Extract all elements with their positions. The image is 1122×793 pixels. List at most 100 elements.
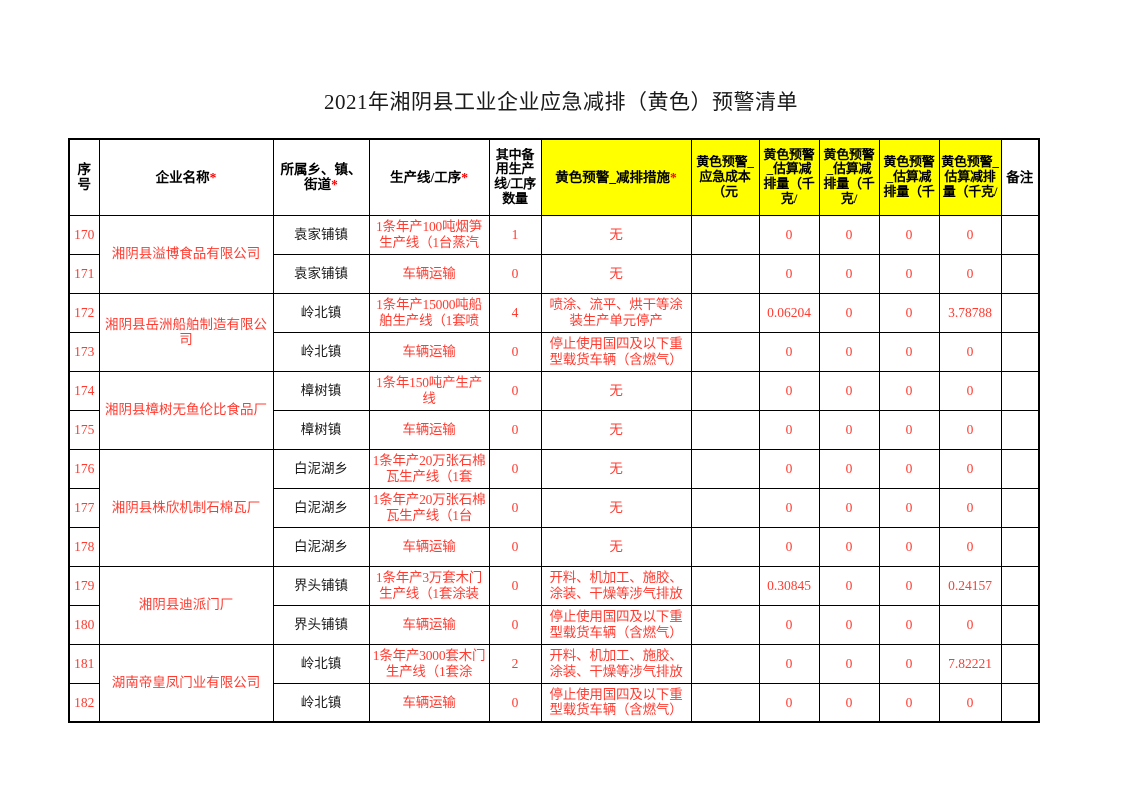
cell-remark[interactable] — [1000, 448, 1040, 489]
column-header-remark[interactable]: 备注 — [1000, 138, 1040, 216]
cell-town[interactable]: 樟树镇 — [272, 370, 370, 411]
cell-remark[interactable] — [1000, 253, 1040, 294]
column-header-town[interactable]: 所属乡、镇、街道* — [272, 138, 370, 216]
cell-reduction-measure[interactable]: 无 — [540, 526, 692, 567]
cell-emergency-cost[interactable] — [690, 253, 760, 294]
column-header-name[interactable]: 企业名称* — [98, 138, 274, 216]
cell-company-name[interactable]: 湖南帝皇凤门业有限公司 — [98, 643, 274, 723]
cell-emergency-cost[interactable] — [690, 565, 760, 606]
cell-company-name[interactable]: 湘阴县株欣机制石棉瓦厂 — [98, 448, 274, 567]
cell-estimated-reduction-4[interactable]: 3.78788 — [938, 292, 1002, 333]
cell-estimated-reduction-2[interactable]: 0 — [818, 370, 880, 411]
cell-remark[interactable] — [1000, 292, 1040, 333]
cell-reduction-measure[interactable]: 无 — [540, 370, 692, 411]
cell-remark[interactable] — [1000, 214, 1040, 255]
cell-town[interactable]: 岭北镇 — [272, 292, 370, 333]
cell-sequence-number[interactable]: 176 — [68, 448, 100, 489]
cell-emergency-cost[interactable] — [690, 370, 760, 411]
cell-estimated-reduction-1[interactable]: 0 — [758, 643, 820, 684]
cell-estimated-reduction-3[interactable]: 0 — [878, 253, 940, 294]
cell-estimated-reduction-1[interactable]: 0 — [758, 526, 820, 567]
cell-production-line[interactable]: 1条年产20万张石棉瓦生产线（1套 — [368, 448, 490, 489]
cell-backup-line-qty[interactable]: 2 — [488, 643, 542, 684]
cell-production-line[interactable]: 车辆运输 — [368, 604, 490, 645]
column-header-red1[interactable]: 黄色预警_估算减排量（千克/ — [758, 138, 820, 216]
cell-reduction-measure[interactable]: 无 — [540, 253, 692, 294]
cell-sequence-number[interactable]: 174 — [68, 370, 100, 411]
cell-town[interactable]: 界头铺镇 — [272, 604, 370, 645]
cell-production-line[interactable]: 车辆运输 — [368, 526, 490, 567]
cell-emergency-cost[interactable] — [690, 487, 760, 528]
cell-estimated-reduction-2[interactable]: 0 — [818, 643, 880, 684]
cell-backup-line-qty[interactable]: 0 — [488, 253, 542, 294]
cell-sequence-number[interactable]: 173 — [68, 331, 100, 372]
cell-emergency-cost[interactable] — [690, 604, 760, 645]
cell-estimated-reduction-1[interactable]: 0 — [758, 448, 820, 489]
cell-remark[interactable] — [1000, 409, 1040, 450]
cell-estimated-reduction-2[interactable]: 0 — [818, 253, 880, 294]
cell-backup-line-qty[interactable]: 1 — [488, 214, 542, 255]
cell-town[interactable]: 岭北镇 — [272, 643, 370, 684]
cell-emergency-cost[interactable] — [690, 682, 760, 723]
cell-town[interactable]: 袁家铺镇 — [272, 214, 370, 255]
cell-estimated-reduction-2[interactable]: 0 — [818, 214, 880, 255]
cell-reduction-measure[interactable]: 无 — [540, 487, 692, 528]
cell-estimated-reduction-4[interactable]: 0 — [938, 253, 1002, 294]
cell-production-line[interactable]: 1条年产15000吨船舶生产线（1套喷 — [368, 292, 490, 333]
cell-estimated-reduction-2[interactable]: 0 — [818, 409, 880, 450]
cell-production-line[interactable]: 车辆运输 — [368, 682, 490, 723]
cell-reduction-measure[interactable]: 无 — [540, 409, 692, 450]
cell-estimated-reduction-3[interactable]: 0 — [878, 604, 940, 645]
column-header-red3[interactable]: 黄色预警_估算减排量（千 — [878, 138, 940, 216]
cell-reduction-measure[interactable]: 开料、机加工、施胶、涂装、干燥等涉气排放 — [540, 565, 692, 606]
cell-estimated-reduction-2[interactable]: 0 — [818, 604, 880, 645]
cell-sequence-number[interactable]: 170 — [68, 214, 100, 255]
cell-estimated-reduction-2[interactable]: 0 — [818, 565, 880, 606]
cell-emergency-cost[interactable] — [690, 409, 760, 450]
cell-backup-line-qty[interactable]: 0 — [488, 565, 542, 606]
cell-reduction-measure[interactable]: 开料、机加工、施胶、涂装、干燥等涉气排放 — [540, 643, 692, 684]
cell-sequence-number[interactable]: 180 — [68, 604, 100, 645]
cell-emergency-cost[interactable] — [690, 214, 760, 255]
cell-estimated-reduction-1[interactable]: 0 — [758, 331, 820, 372]
cell-estimated-reduction-3[interactable]: 0 — [878, 370, 940, 411]
cell-emergency-cost[interactable] — [690, 331, 760, 372]
cell-estimated-reduction-1[interactable]: 0 — [758, 370, 820, 411]
cell-town[interactable]: 袁家铺镇 — [272, 253, 370, 294]
cell-estimated-reduction-1[interactable]: 0 — [758, 604, 820, 645]
cell-town[interactable]: 白泥湖乡 — [272, 487, 370, 528]
cell-estimated-reduction-4[interactable]: 0 — [938, 214, 1002, 255]
cell-production-line[interactable]: 1条年产3万套木门生产线（1套涂装 — [368, 565, 490, 606]
cell-estimated-reduction-4[interactable]: 0.24157 — [938, 565, 1002, 606]
cell-backup-line-qty[interactable]: 0 — [488, 448, 542, 489]
cell-production-line[interactable]: 1条年150吨产生产线 — [368, 370, 490, 411]
cell-estimated-reduction-4[interactable]: 0 — [938, 526, 1002, 567]
cell-estimated-reduction-4[interactable]: 0 — [938, 487, 1002, 528]
cell-backup-line-qty[interactable]: 0 — [488, 526, 542, 567]
cell-sequence-number[interactable]: 179 — [68, 565, 100, 606]
cell-reduction-measure[interactable]: 停止使用国四及以下重型载货车辆（含燃气） — [540, 682, 692, 723]
cell-estimated-reduction-3[interactable]: 0 — [878, 565, 940, 606]
cell-reduction-measure[interactable]: 喷涂、流平、烘干等涂装生产单元停产 — [540, 292, 692, 333]
cell-estimated-reduction-3[interactable]: 0 — [878, 409, 940, 450]
cell-emergency-cost[interactable] — [690, 526, 760, 567]
cell-backup-line-qty[interactable]: 0 — [488, 331, 542, 372]
cell-emergency-cost[interactable] — [690, 448, 760, 489]
cell-sequence-number[interactable]: 171 — [68, 253, 100, 294]
cell-reduction-measure[interactable]: 无 — [540, 448, 692, 489]
cell-estimated-reduction-2[interactable]: 0 — [818, 292, 880, 333]
cell-production-line[interactable]: 1条年产20万张石棉瓦生产线（1台 — [368, 487, 490, 528]
cell-reduction-measure[interactable]: 停止使用国四及以下重型载货车辆（含燃气） — [540, 604, 692, 645]
cell-company-name[interactable]: 湘阴县迪派门厂 — [98, 565, 274, 645]
cell-sequence-number[interactable]: 177 — [68, 487, 100, 528]
cell-production-line[interactable]: 1条年产3000套木门生产线（1套涂 — [368, 643, 490, 684]
cell-estimated-reduction-3[interactable]: 0 — [878, 487, 940, 528]
cell-estimated-reduction-4[interactable]: 0 — [938, 604, 1002, 645]
cell-sequence-number[interactable]: 175 — [68, 409, 100, 450]
cell-town[interactable]: 界头铺镇 — [272, 565, 370, 606]
cell-estimated-reduction-1[interactable]: 0 — [758, 214, 820, 255]
column-header-measure[interactable]: 黄色预警_减排措施* — [540, 138, 692, 216]
cell-town[interactable]: 岭北镇 — [272, 682, 370, 723]
cell-estimated-reduction-3[interactable]: 0 — [878, 214, 940, 255]
cell-emergency-cost[interactable] — [690, 292, 760, 333]
